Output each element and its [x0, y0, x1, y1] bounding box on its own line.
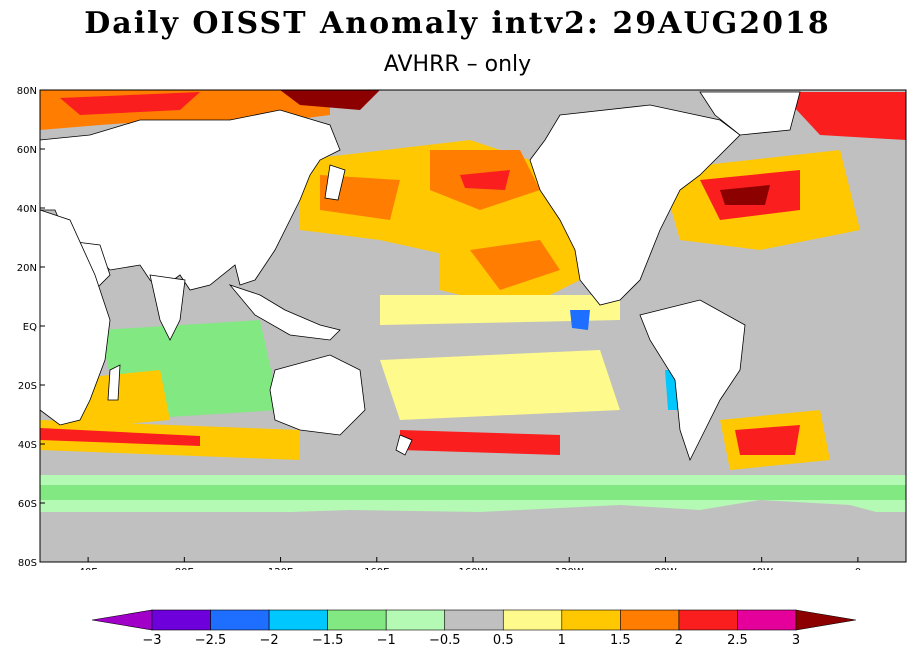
- lon-tick-label: 80E: [175, 567, 194, 570]
- colorbar-label: −2: [260, 633, 279, 648]
- lon-tick-label: 160W: [459, 567, 488, 570]
- colorbar-label: 1: [558, 633, 566, 648]
- southeast-asia-land: [228, 284, 341, 341]
- lat-tick-label: 20N: [17, 263, 37, 274]
- sst-anomaly-map: 80N 60N 40N 20N EQ 20S 40S 60S 80S 40E 80E 120E 160…: [17, 86, 907, 570]
- anomaly-patches: [40, 90, 906, 512]
- colorbar-label: 2: [675, 633, 683, 648]
- new-zealand-land: [395, 434, 413, 456]
- lat-tick-label: 60N: [17, 145, 37, 156]
- colorbar-label: 3: [792, 633, 800, 648]
- lat-tick-label: EQ: [23, 322, 37, 333]
- anomaly-greenland: [780, 92, 906, 140]
- colorbar-box: [327, 609, 387, 631]
- anomaly-arctic-barents: [280, 90, 380, 110]
- anomaly-south-atlantic-core: [735, 425, 800, 455]
- anomaly-subtropical-pacific-core: [470, 240, 560, 290]
- lon-tick-label: 0: [855, 567, 861, 570]
- colorbar-label: 0.5: [493, 633, 514, 648]
- lon-tick-label: 80W: [654, 567, 677, 570]
- africa-land: [40, 209, 111, 426]
- anomaly-north-atlantic-hot: [720, 185, 770, 205]
- lat-tick-label: 60S: [18, 499, 37, 510]
- lon-tick-label: 120W: [555, 567, 584, 570]
- colorbar-box: [385, 609, 446, 631]
- lon-tick-label: 160E: [364, 567, 389, 570]
- colorbar-box: [678, 609, 738, 631]
- australia-land: [269, 354, 366, 436]
- lat-tick-label: 40S: [18, 440, 37, 451]
- lat-tick-label: 20S: [18, 381, 37, 392]
- lon-tick-label: 40W: [750, 567, 773, 570]
- colorbar-label: −1.5: [312, 633, 344, 648]
- land-masses: [40, 91, 801, 462]
- colorbar-label: −1: [377, 633, 396, 648]
- lat-tick-label: 80S: [18, 558, 37, 569]
- latitude-axis: 80N 60N 40N 20N EQ 20S 40S 60S 80S: [17, 86, 45, 569]
- lon-tick-label: 120E: [268, 567, 293, 570]
- colorbar-label: −0.5: [429, 633, 461, 648]
- colorbar-box: [502, 609, 563, 631]
- anomaly-equatorial-pacific: [380, 295, 620, 325]
- colorbar-box: [737, 609, 797, 631]
- colorbar-min-arrow: [91, 609, 153, 631]
- colorbar-label: −2.5: [195, 633, 227, 648]
- anomaly-north-pacific-hot: [460, 170, 510, 190]
- india-land: [149, 274, 186, 341]
- colorbar-label: −3: [142, 633, 161, 648]
- anomaly-eastern-pacific-cold: [570, 310, 590, 330]
- map-subtitle: AVHRR – only: [383, 52, 532, 77]
- anomaly-south-pacific-warm: [380, 350, 620, 420]
- anomaly-southern-ocean-red: [40, 428, 200, 446]
- lat-tick-label: 40N: [17, 204, 37, 215]
- colorbar-box: [268, 609, 328, 631]
- colorbar-box: [561, 609, 621, 631]
- colorbar-max-arrow: [795, 609, 857, 631]
- colorbar-box: [151, 609, 211, 631]
- colorbar-box: [210, 609, 270, 631]
- anomaly-arctic-east: [60, 92, 200, 115]
- lat-tick-label: 80N: [17, 86, 37, 97]
- madagascar-land: [107, 364, 121, 401]
- colorbar: −3 −2.5 −2 −1.5 −1 −0.5 0.5 1 1.5 2 2.5 3: [91, 609, 857, 648]
- colorbar-label: 2.5: [727, 633, 748, 648]
- south-america-land: [639, 299, 746, 462]
- anomaly-south-pacific-red: [400, 430, 560, 455]
- japan-land: [324, 164, 346, 201]
- greenland-land: [699, 91, 801, 136]
- colorbar-box: [620, 609, 680, 631]
- colorbar-box: [444, 609, 504, 631]
- lon-tick-label: 40E: [79, 567, 98, 570]
- longitude-axis: 40E 80E 120E 160E 160W 120W 80W 40W 0: [79, 557, 861, 570]
- map-title: Daily OISST Anomaly intv2: 29AUG2018: [84, 6, 831, 41]
- antarctica-land: [40, 500, 906, 562]
- colorbar-label: 1.5: [610, 633, 631, 648]
- anomaly-antarctic-green-dark: [40, 485, 906, 500]
